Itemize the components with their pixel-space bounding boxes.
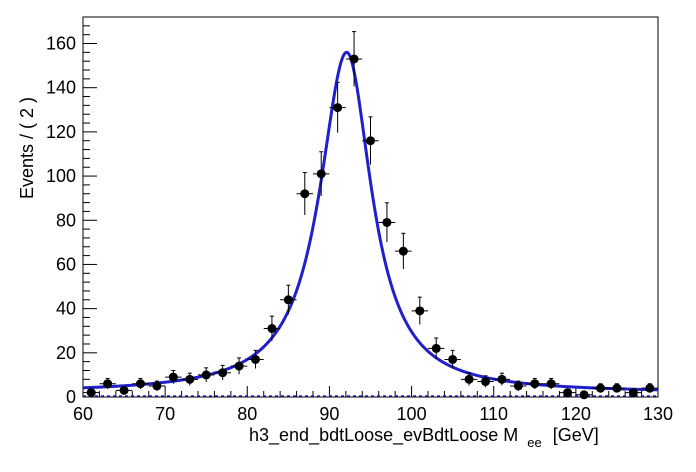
point-marker (579, 390, 589, 400)
data-point (132, 377, 149, 390)
point-marker (596, 383, 605, 393)
data-point (263, 315, 281, 341)
data-point (198, 367, 215, 382)
data-point (477, 375, 494, 388)
point-marker (415, 306, 425, 316)
data-point (559, 388, 576, 398)
point-marker (300, 189, 310, 199)
point-marker (349, 54, 359, 64)
y-tick-label: 160 (46, 34, 76, 54)
point-marker (448, 354, 458, 364)
x-tick-label: 110 (479, 404, 508, 424)
point-marker (333, 103, 343, 113)
data-point (543, 377, 560, 390)
data-point (510, 380, 527, 391)
x-tick-label: 90 (319, 404, 339, 424)
y-tick-label: 120 (46, 122, 76, 142)
point-marker (152, 381, 162, 391)
data-point (362, 116, 379, 165)
data-point (181, 372, 198, 386)
data-point (115, 385, 133, 395)
data-point (313, 151, 330, 196)
point-marker (119, 385, 129, 395)
y-axis-title: Events / ( 2 ) (17, 97, 37, 199)
y-tick-label: 0 (66, 387, 76, 407)
point-marker (645, 383, 655, 393)
point-marker (628, 388, 638, 398)
x-tick-label: 130 (643, 404, 673, 424)
data-point (592, 383, 609, 393)
y-tick-label: 140 (46, 78, 76, 98)
y-tick-label: 80 (56, 210, 76, 230)
data-point (395, 232, 412, 270)
data-point (296, 172, 313, 215)
data-point (411, 296, 428, 325)
x-tick-label: 60 (73, 404, 93, 424)
point-marker (464, 374, 474, 384)
data-point (575, 390, 593, 400)
y-tick-label: 20 (56, 343, 76, 363)
point-marker (86, 388, 96, 398)
data-point (428, 337, 445, 359)
point-marker (267, 324, 277, 334)
point-marker (366, 136, 375, 146)
y-tick-label: 40 (56, 299, 76, 319)
data-point (460, 372, 478, 386)
data-point (165, 369, 182, 384)
data-point (329, 81, 346, 133)
point-marker (431, 343, 441, 353)
data-point (230, 357, 248, 375)
point-marker (530, 379, 540, 389)
point-marker (563, 388, 573, 398)
x-axis-title-main: h3_end_bdtLoose_evBdtLoose M (249, 425, 518, 446)
point-marker (103, 379, 113, 389)
data-point (493, 372, 511, 386)
data-point (444, 349, 461, 369)
axis-ticks (82, 16, 659, 398)
point-marker (612, 383, 622, 393)
data-point (99, 377, 116, 390)
x-tick-label: 120 (561, 404, 591, 424)
x-tick-label: 100 (397, 404, 427, 424)
data-point (625, 388, 642, 398)
plot-frame (82, 16, 659, 398)
data-point (247, 349, 264, 369)
x-tick-label: 70 (155, 404, 175, 424)
data-point (526, 377, 543, 390)
point-marker (218, 368, 228, 378)
point-marker (185, 374, 195, 384)
data-points-layer (83, 31, 658, 400)
point-marker (497, 374, 507, 384)
x-axis-title-subscript: ee (527, 435, 541, 450)
point-marker (283, 295, 293, 305)
data-point (608, 383, 626, 393)
point-marker (481, 377, 490, 387)
data-point (83, 388, 100, 398)
point-marker (136, 379, 145, 389)
data-point (214, 364, 231, 380)
point-marker (234, 361, 244, 371)
y-tick-label: 60 (56, 254, 76, 274)
point-marker (251, 354, 260, 364)
point-marker (546, 379, 556, 389)
data-point (641, 383, 658, 393)
x-tick-label: 80 (237, 404, 257, 424)
point-marker (513, 381, 523, 391)
point-marker (168, 372, 178, 382)
point-marker (398, 246, 408, 256)
point-marker (382, 217, 392, 227)
x-axis-title-unit: [GeV] (553, 425, 599, 445)
fit-curve (82, 50, 659, 392)
tick-labels: 60 70 80 90 100 110 120 130 0 20 40 60 80 100 120 140 16… (46, 34, 673, 424)
fit-curve-layer (82, 50, 659, 397)
data-point (148, 380, 166, 391)
data-point (345, 31, 363, 87)
data-point (378, 202, 396, 243)
point-marker (316, 169, 326, 179)
x-axis-title: h3_end_bdtLoose_evBdtLoose M ee [GeV] (249, 425, 599, 451)
point-marker (201, 370, 211, 380)
data-point (280, 284, 297, 315)
y-tick-label: 100 (46, 166, 76, 186)
